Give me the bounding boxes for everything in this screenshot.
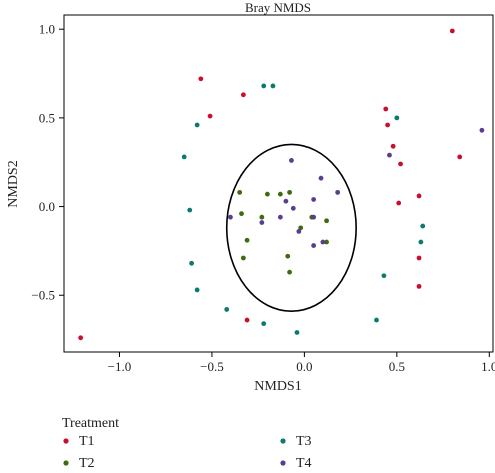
point-t4 (290, 205, 296, 211)
point-t4 (318, 175, 324, 181)
point-t2 (237, 189, 243, 195)
x-tick-label: −0.5 (200, 359, 224, 374)
legend-marker-t3 (280, 438, 286, 444)
point-t2 (324, 239, 329, 245)
point-t4 (283, 198, 289, 204)
point-t4 (479, 127, 485, 133)
point-t1 (240, 92, 246, 98)
point-t4 (259, 220, 265, 225)
point-t2 (259, 214, 265, 220)
x-tick-label: 1.0 (481, 359, 495, 374)
legend-label-t2: T2 (79, 456, 95, 471)
chart-title: Bray NMDS (245, 0, 311, 15)
point-t2 (265, 191, 270, 197)
point-t3 (189, 260, 194, 266)
legend-label-t1: T1 (79, 434, 95, 449)
point-t2 (287, 269, 292, 275)
legend-label-t3: T3 (296, 434, 312, 449)
x-axis-title: NMDS1 (254, 379, 301, 394)
point-t1 (416, 255, 422, 261)
legend-label-t4: T4 (296, 456, 312, 471)
point-t3 (224, 307, 230, 312)
point-t3 (381, 273, 387, 279)
point-t3 (294, 330, 300, 335)
point-t3 (394, 115, 400, 121)
y-tick-label: 1.0 (39, 22, 55, 37)
point-t1 (457, 154, 463, 160)
point-t3 (418, 239, 424, 245)
point-t2 (239, 211, 244, 217)
point-t2 (324, 218, 329, 224)
legend-marker-t4 (280, 460, 286, 466)
confidence-ellipse (225, 143, 357, 313)
point-t3 (187, 207, 193, 213)
point-t2 (287, 189, 292, 195)
point-t3 (261, 83, 267, 89)
point-t4 (311, 243, 317, 248)
confidence-ellipse-layer (225, 143, 357, 313)
point-t1 (416, 283, 422, 289)
x-tick-label: 0.0 (296, 359, 312, 374)
point-t1 (383, 106, 389, 112)
point-t3 (194, 287, 200, 293)
point-t1 (396, 200, 402, 206)
point-t3 (181, 154, 187, 160)
point-t1 (385, 122, 390, 128)
point-t2 (240, 255, 246, 261)
y-axis: −0.5 0.0 0.5 1.0 (31, 22, 64, 303)
point-t1 (398, 161, 403, 167)
point-t1 (449, 28, 455, 34)
point-t3 (374, 317, 379, 323)
point-t4 (335, 189, 341, 195)
point-t2 (244, 237, 250, 243)
point-t2 (298, 225, 304, 231)
point-t1 (416, 193, 422, 199)
point-t4 (289, 158, 294, 163)
y-tick-label: −0.5 (31, 288, 55, 303)
point-t4 (387, 152, 392, 158)
y-tick-label: 0.5 (39, 110, 55, 125)
point-t2 (277, 191, 283, 197)
y-axis-title: NMDS2 (6, 160, 21, 207)
point-t4 (311, 214, 317, 220)
point-t1 (244, 317, 250, 323)
point-t3 (261, 321, 267, 327)
legend-marker-t1 (63, 438, 69, 444)
x-axis: −1.0 −0.5 0.0 0.5 1.0 (108, 352, 495, 374)
point-t2 (285, 253, 291, 259)
point-t3 (194, 122, 200, 128)
point-t3 (270, 83, 276, 89)
point-t3 (420, 223, 426, 229)
x-tick-label: −1.0 (108, 359, 132, 374)
point-t4 (296, 228, 302, 234)
point-t4 (277, 214, 283, 220)
point-t4 (228, 214, 233, 220)
point-t1 (198, 76, 204, 82)
point-t1 (390, 143, 396, 149)
x-tick-label: 0.5 (389, 359, 405, 374)
plot-frame (63, 14, 494, 353)
point-t4 (311, 197, 317, 202)
point-t1 (207, 113, 213, 119)
point-t1 (78, 335, 84, 341)
point-t4 (320, 239, 326, 245)
legend-marker-t2 (63, 460, 69, 466)
legend-title: Treatment (62, 416, 119, 431)
points-layer (78, 28, 485, 341)
y-tick-label: 0.0 (39, 199, 55, 214)
legend: T1 T3 T2 T4 (63, 434, 312, 471)
